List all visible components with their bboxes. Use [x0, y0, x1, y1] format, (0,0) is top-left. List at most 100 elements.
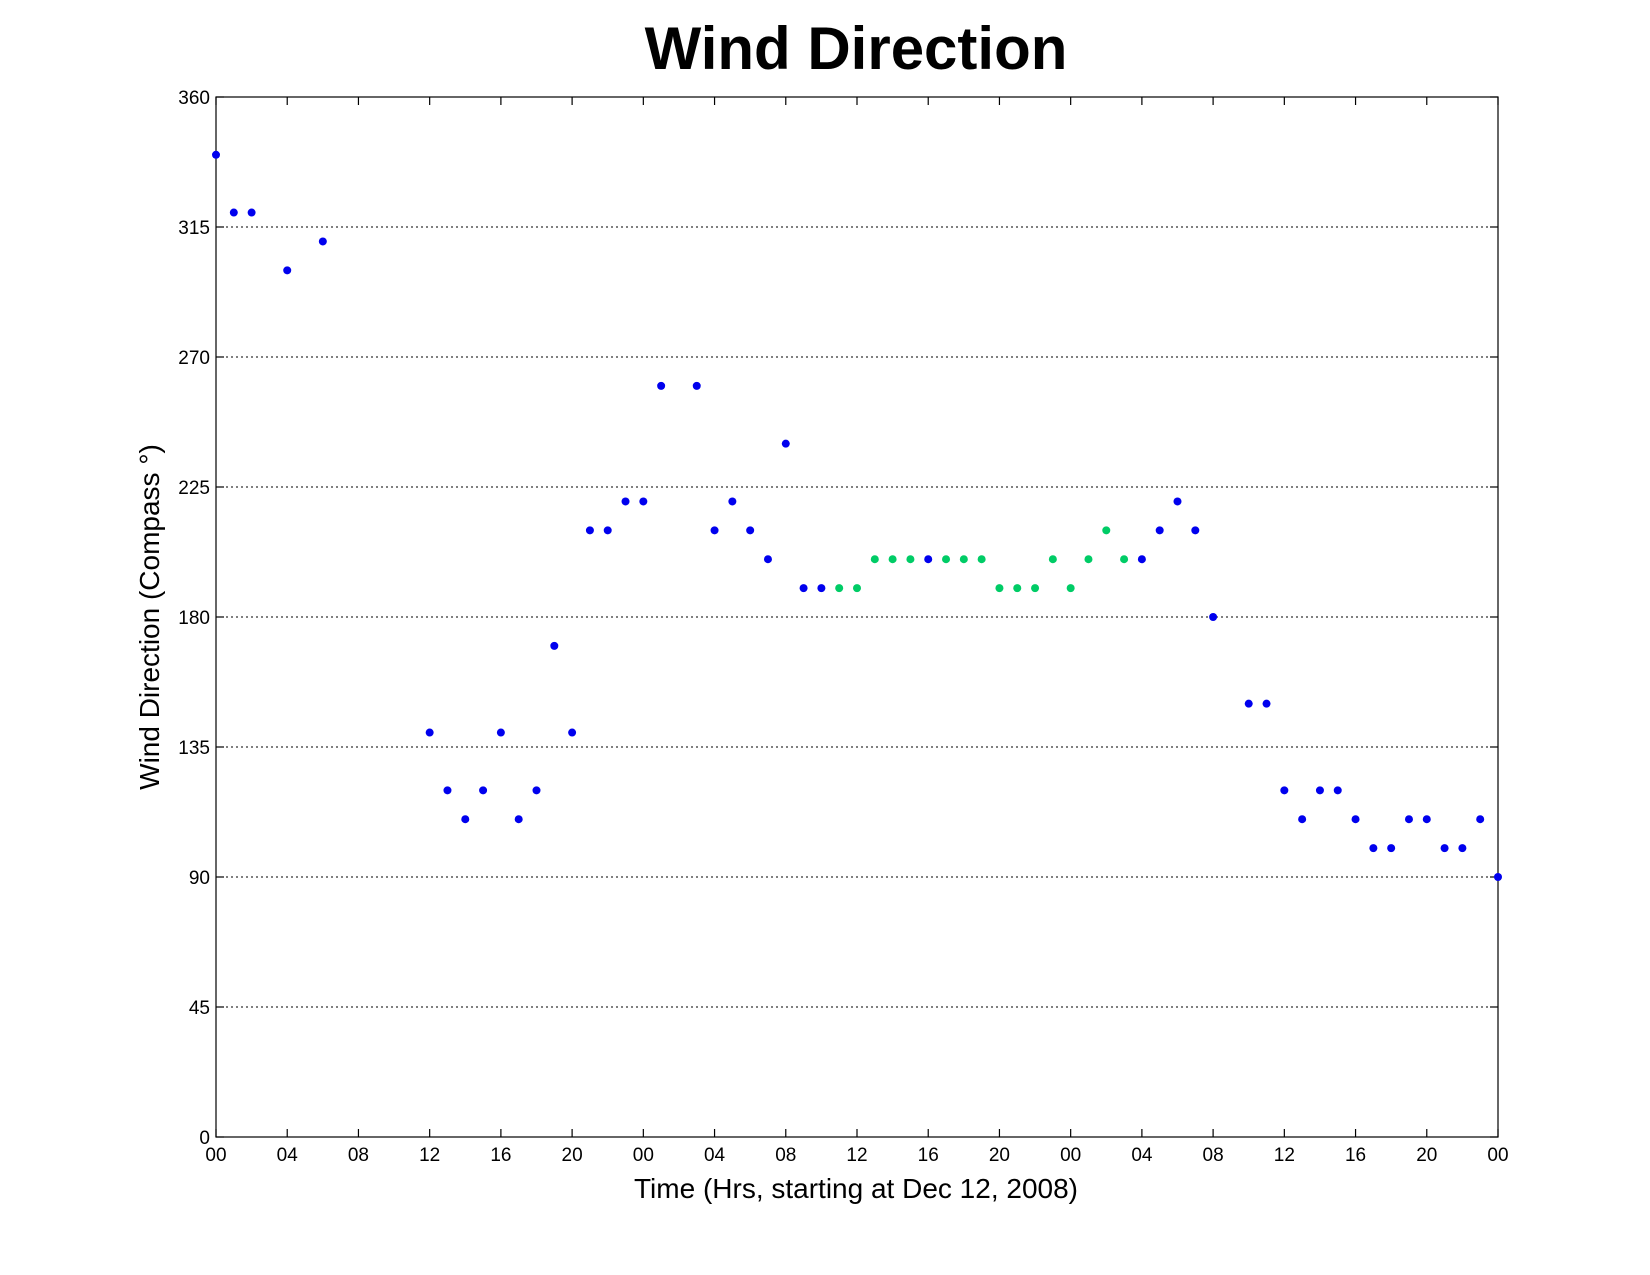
data-point — [1458, 844, 1467, 853]
data-point — [283, 266, 292, 275]
data-point — [977, 555, 986, 564]
data-point — [585, 526, 594, 535]
x-tick-label: 04 — [1131, 1145, 1153, 1166]
x-tick-label: 00 — [1060, 1145, 1081, 1166]
data-point — [1013, 584, 1022, 593]
data-point — [888, 555, 897, 564]
chart-title: Wind Direction — [645, 15, 1068, 82]
x-tick-label: 00 — [205, 1145, 226, 1166]
data-point — [959, 555, 968, 564]
x-tick-label: 12 — [419, 1145, 440, 1166]
data-point — [1048, 555, 1057, 564]
x-tick-label: 00 — [1487, 1145, 1508, 1166]
data-point — [942, 555, 951, 564]
data-point — [657, 381, 666, 390]
data-point — [532, 786, 541, 795]
gridlines — [216, 226, 1498, 1008]
data-point — [1191, 526, 1200, 535]
data-point — [1031, 584, 1040, 593]
data-point — [924, 555, 933, 564]
data-point — [728, 497, 737, 506]
data-point — [1440, 844, 1449, 853]
data-point — [1244, 699, 1253, 708]
data-point — [1102, 526, 1111, 535]
data-point — [906, 555, 915, 564]
data-point — [1387, 844, 1396, 853]
data-point — [1280, 786, 1289, 795]
data-point — [550, 641, 559, 650]
data-point — [1066, 584, 1075, 593]
data-point — [479, 786, 488, 795]
y-tick-label: 180 — [178, 608, 210, 629]
data-point — [212, 150, 220, 159]
x-tick-label: 12 — [846, 1145, 867, 1166]
data-point — [1155, 526, 1164, 535]
x-tick-label: 20 — [989, 1145, 1010, 1166]
data-point — [1137, 555, 1146, 564]
data-point — [247, 208, 256, 217]
x-tick-label: 16 — [490, 1145, 511, 1166]
data-point — [799, 584, 808, 593]
data-point — [746, 526, 755, 535]
data-point — [514, 815, 523, 824]
x-tick-label: 12 — [1274, 1145, 1295, 1166]
data-point — [1404, 815, 1413, 824]
data-point — [639, 497, 648, 506]
data-point — [1494, 873, 1502, 881]
data-point — [1315, 786, 1324, 795]
data-point — [763, 555, 772, 564]
x-tick-label: 04 — [704, 1145, 726, 1166]
x-axis-tick-labels: 00 04 08 12 16 20 00 04 08 12 16 20 00 04 08 12 16 20 00 — [205, 1145, 1508, 1166]
x-tick-label: 08 — [1203, 1145, 1224, 1166]
data-point — [1084, 555, 1093, 564]
x-tick-label: 16 — [1345, 1145, 1366, 1166]
data-point — [603, 526, 612, 535]
y-tick-label: 225 — [178, 478, 210, 499]
x-tick-label: 08 — [775, 1145, 796, 1166]
y-tick-label: 90 — [189, 868, 210, 889]
x-tick-label: 20 — [1416, 1145, 1437, 1166]
y-tick-label: 45 — [189, 998, 210, 1019]
data-point — [1262, 699, 1271, 708]
data-point — [995, 584, 1004, 593]
y-tick-label: 270 — [178, 348, 210, 369]
data-point — [496, 728, 505, 737]
data-point — [817, 584, 826, 593]
x-tick-label: 00 — [633, 1145, 654, 1166]
x-axis-label: Time (Hrs, starting at Dec 12, 2008) — [634, 1173, 1078, 1204]
data-point — [318, 237, 327, 246]
data-point — [229, 208, 238, 217]
data-point — [835, 584, 844, 593]
x-tick-label: 08 — [348, 1145, 369, 1166]
data-point — [443, 786, 452, 795]
data-points — [212, 150, 1502, 881]
y-tick-label: 135 — [178, 738, 210, 759]
data-point — [870, 555, 879, 564]
y-tick-label: 315 — [178, 218, 210, 239]
data-point — [621, 497, 630, 506]
x-tick-label: 20 — [562, 1145, 583, 1166]
y-axis-tick-labels: 0 45 90 135 180 225 270 315 360 — [178, 88, 210, 1149]
x-tick-label: 16 — [918, 1145, 939, 1166]
data-point — [1120, 555, 1129, 564]
data-point — [781, 439, 790, 448]
data-point — [710, 526, 719, 535]
data-point — [692, 381, 701, 390]
data-point — [853, 584, 861, 593]
y-tick-label: 360 — [178, 88, 210, 109]
data-point — [1351, 815, 1360, 824]
data-point — [1209, 613, 1218, 621]
y-axis-label: Wind Direction (Compass °) — [134, 444, 165, 790]
data-point — [568, 728, 577, 737]
data-point — [1476, 815, 1485, 824]
data-point — [1333, 786, 1342, 795]
data-point — [1173, 497, 1182, 506]
data-point — [461, 815, 470, 824]
axis-ticks — [215, 96, 1499, 1138]
x-tick-label: 04 — [277, 1145, 299, 1166]
data-point — [1369, 844, 1378, 853]
data-point — [425, 728, 434, 737]
data-point — [1298, 815, 1307, 824]
data-point — [1422, 815, 1431, 824]
